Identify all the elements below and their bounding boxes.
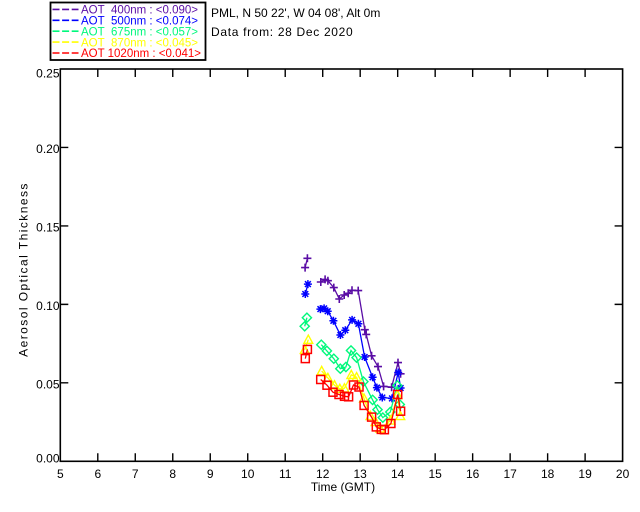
svg-text:9: 9 — [207, 467, 214, 481]
svg-text:6: 6 — [94, 467, 101, 481]
svg-text:0.20: 0.20 — [36, 142, 60, 156]
svg-text:0.25: 0.25 — [36, 67, 60, 81]
svg-text:5: 5 — [57, 467, 64, 481]
svg-text:AOT 870nm : <0.045>: AOT 870nm : <0.045> — [81, 37, 198, 49]
svg-text:0.15: 0.15 — [36, 220, 60, 234]
svg-text:AOT 400nm : <0.090>: AOT 400nm : <0.090> — [81, 5, 198, 17]
svg-text:12: 12 — [316, 467, 330, 481]
svg-text:17: 17 — [503, 467, 517, 481]
svg-text:16: 16 — [466, 467, 480, 481]
svg-text:0.05: 0.05 — [36, 377, 60, 391]
svg-text:Time (GMT): Time (GMT) — [311, 480, 375, 494]
svg-text:PML, N 50 22', W 04 08', Alt 0: PML, N 50 22', W 04 08', Alt 0m — [211, 6, 380, 20]
svg-text:19: 19 — [578, 467, 592, 481]
svg-text:11: 11 — [279, 467, 292, 481]
svg-text:8: 8 — [169, 467, 176, 481]
svg-text:10: 10 — [241, 467, 255, 481]
svg-text:7: 7 — [132, 467, 139, 481]
svg-text:14: 14 — [391, 467, 405, 481]
svg-text:0.10: 0.10 — [36, 299, 60, 313]
svg-text:Data from: 28 Dec 2020: Data from: 28 Dec 2020 — [211, 25, 353, 39]
svg-text:AOT 1020nm : <0.041>: AOT 1020nm : <0.041> — [81, 48, 201, 60]
svg-text:13: 13 — [354, 467, 368, 481]
svg-text:18: 18 — [541, 467, 555, 481]
svg-text:Aerosol Optical Thickness: Aerosol Optical Thickness — [17, 182, 31, 357]
svg-text:AOT 675nm : <0.057>: AOT 675nm : <0.057> — [81, 26, 198, 38]
svg-text:20: 20 — [616, 467, 630, 481]
svg-text:0.00: 0.00 — [36, 451, 60, 465]
svg-text:15: 15 — [428, 467, 442, 481]
svg-text:AOT 500nm : <0.074>: AOT 500nm : <0.074> — [81, 16, 198, 28]
